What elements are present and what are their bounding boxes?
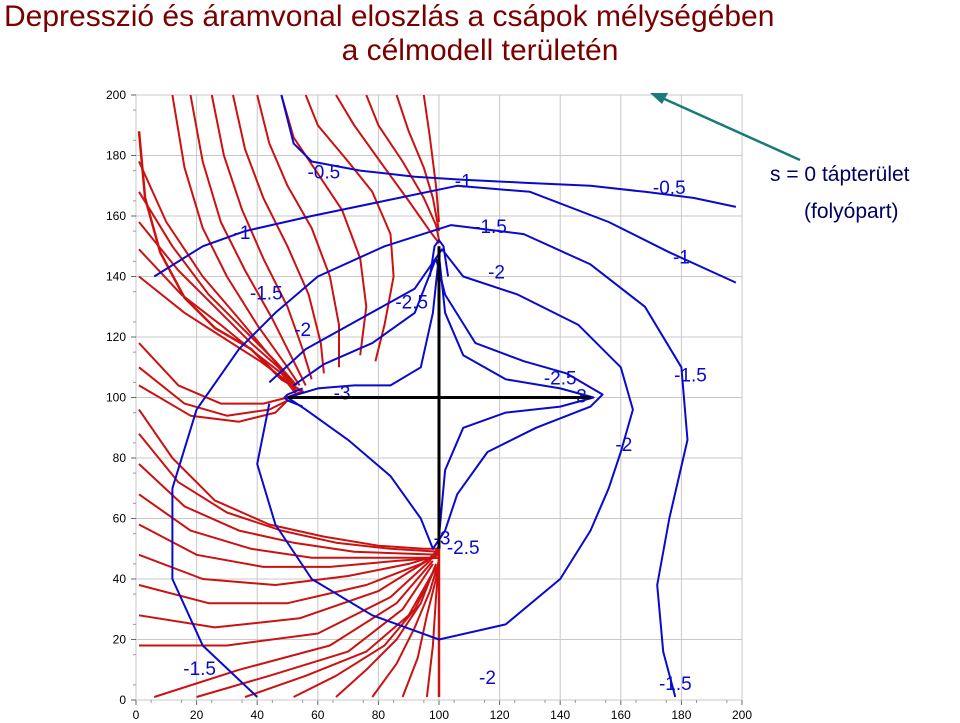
x-tick-label: 20 [190, 708, 204, 722]
x-tick-label: 80 [372, 708, 386, 722]
streamline [422, 94, 440, 223]
depression-contour [153, 184, 737, 284]
depression-contour [283, 387, 303, 408]
streamline [256, 94, 340, 368]
contour-label: -0.5 [653, 178, 686, 199]
contour-label: -1 [673, 247, 690, 268]
depression-contour [171, 224, 689, 698]
x-tick-label: 200 [732, 708, 752, 722]
streamline [293, 566, 437, 698]
streamline [171, 94, 301, 386]
contour-label: -1 [455, 172, 472, 193]
contour-label: -1 [234, 223, 251, 244]
x-tick-label: 120 [490, 708, 510, 722]
streamline [401, 557, 440, 698]
chart-title-line1: Depresszió és áramvonal eloszlás a csápo… [4, 0, 775, 33]
contour-label: -1.5 [474, 217, 507, 238]
y-tick-label: 160 [106, 209, 126, 223]
streamline [138, 523, 440, 568]
streamline [365, 94, 440, 241]
annotation-arrow-head [650, 93, 668, 104]
streamline [138, 493, 439, 559]
annotation-line1: s = 0 tápterület [770, 163, 910, 186]
depression-contour [286, 257, 604, 550]
annotation-arrow-line [659, 95, 801, 162]
x-tick-label: 180 [671, 708, 691, 722]
contour-label: -1.5 [659, 674, 692, 695]
contour-label: -2.5 [447, 538, 480, 559]
depression-contour [428, 239, 450, 277]
streamline [395, 94, 440, 232]
contour-label: -1.5 [250, 284, 283, 305]
streamline [335, 94, 440, 244]
x-tick-label: 100 [429, 708, 449, 722]
streamline [138, 191, 298, 387]
streamline [232, 94, 325, 374]
contour-label: -1.5 [674, 365, 707, 386]
depression-contour [287, 255, 440, 399]
streamline [371, 560, 440, 698]
contour-label: -2.5 [544, 368, 577, 389]
x-tick-label: 160 [611, 708, 631, 722]
streamline [138, 553, 440, 586]
streamline [138, 548, 440, 629]
contour-label: -3 [434, 529, 451, 550]
streamline [138, 248, 298, 393]
contour-label: -0.5 [307, 163, 340, 184]
streamline [139, 545, 440, 647]
streamline [138, 221, 298, 390]
streamline [138, 550, 440, 605]
x-tick-label: 40 [251, 708, 265, 722]
annotation-line2: (folyópart) [804, 200, 899, 223]
contour-label: -2 [615, 435, 632, 456]
streamline [138, 275, 298, 396]
streamline [244, 566, 437, 698]
y-tick-label: 200 [106, 88, 126, 102]
contour-label: -2 [488, 262, 505, 283]
y-tick-label: 0 [119, 693, 126, 707]
depression-contour [438, 255, 595, 537]
x-tick-label: 0 [133, 708, 140, 722]
contour-label: -1.5 [183, 659, 216, 680]
streamline [210, 94, 313, 380]
streamline [425, 560, 440, 698]
y-tick-label: 180 [106, 149, 126, 163]
streamline [138, 366, 288, 417]
contour-label: -3 [334, 383, 351, 404]
y-tick-label: 120 [106, 330, 126, 344]
y-tick-label: 140 [106, 270, 126, 284]
depression-contour [256, 248, 634, 641]
depression-contour [280, 94, 737, 208]
contour-label: -2 [294, 320, 311, 341]
y-tick-label: 80 [113, 451, 127, 465]
x-tick-label: 60 [311, 708, 325, 722]
y-tick-label: 100 [106, 391, 126, 405]
y-tick-label: 60 [113, 512, 127, 526]
y-tick-label: 20 [113, 633, 127, 647]
streamline [138, 463, 440, 556]
streamline [138, 409, 439, 550]
streamline [138, 433, 440, 553]
streamline [153, 560, 434, 698]
x-tick-label: 140 [550, 708, 570, 722]
y-tick-label: 40 [113, 572, 127, 586]
contour-label: -2.5 [395, 293, 428, 314]
streamline [138, 384, 289, 423]
streamline [304, 94, 395, 362]
streamline [335, 563, 437, 698]
streamline [138, 342, 288, 405]
streamline [196, 563, 434, 698]
contour-label: -2 [479, 668, 496, 689]
chart-title-line2: a célmodell területén [341, 34, 619, 67]
